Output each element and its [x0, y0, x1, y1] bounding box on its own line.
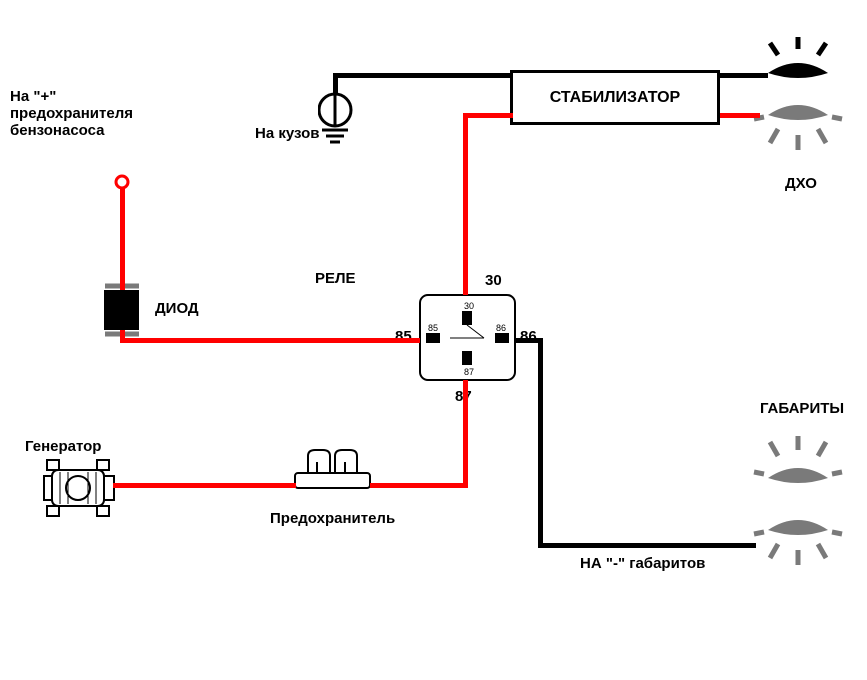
parking-lights-label: ГАБАРИТЫ — [760, 400, 844, 417]
ground-icon — [318, 90, 358, 150]
fuse-icon — [293, 448, 372, 490]
parking-light-icon — [748, 430, 848, 590]
diode-label: ДИОД — [155, 300, 199, 317]
wire-86-v — [538, 338, 543, 548]
svg-text:87: 87 — [464, 367, 474, 377]
svg-text:85: 85 — [428, 323, 438, 333]
body-ground-label: На кузов — [255, 125, 319, 142]
wire-87-v — [463, 380, 468, 488]
diode-leads-icon — [100, 283, 144, 337]
wire-30-v — [463, 113, 468, 295]
svg-text:86: 86 — [496, 323, 506, 333]
stabilizer-label: СТАБИЛИЗАТОР — [550, 89, 680, 107]
svg-text:30: 30 — [464, 301, 474, 311]
wire-30-h — [463, 113, 513, 118]
wire-87-h — [370, 483, 468, 488]
wire-diode-85-h — [120, 338, 420, 343]
parking-minus-label: НА "-" габаритов — [580, 555, 705, 572]
stabilizer-box: СТАБИЛИЗАТОР — [510, 70, 720, 125]
wire-stab-dho-top — [720, 73, 768, 78]
relay-icon: 30 85 86 87 — [418, 293, 517, 382]
wire-term-diode — [120, 188, 125, 290]
generator-label: Генератор — [25, 438, 101, 455]
wire-86-h2 — [538, 543, 756, 548]
wire-stab-dho-bot — [720, 113, 760, 118]
fuse-plus-label: На "+" предохранителя бензонасоса — [10, 88, 133, 139]
generator-icon — [42, 458, 122, 518]
dho-label: ДХО — [785, 175, 817, 192]
dho-light-icon — [748, 35, 848, 175]
pin30-label: 30 — [485, 272, 502, 289]
wire-fuse-gen — [113, 483, 296, 488]
relay-label: РЕЛЕ — [315, 270, 356, 287]
fuse-label: Предохранитель — [270, 510, 395, 527]
wire-ground-stab-h — [333, 73, 513, 78]
